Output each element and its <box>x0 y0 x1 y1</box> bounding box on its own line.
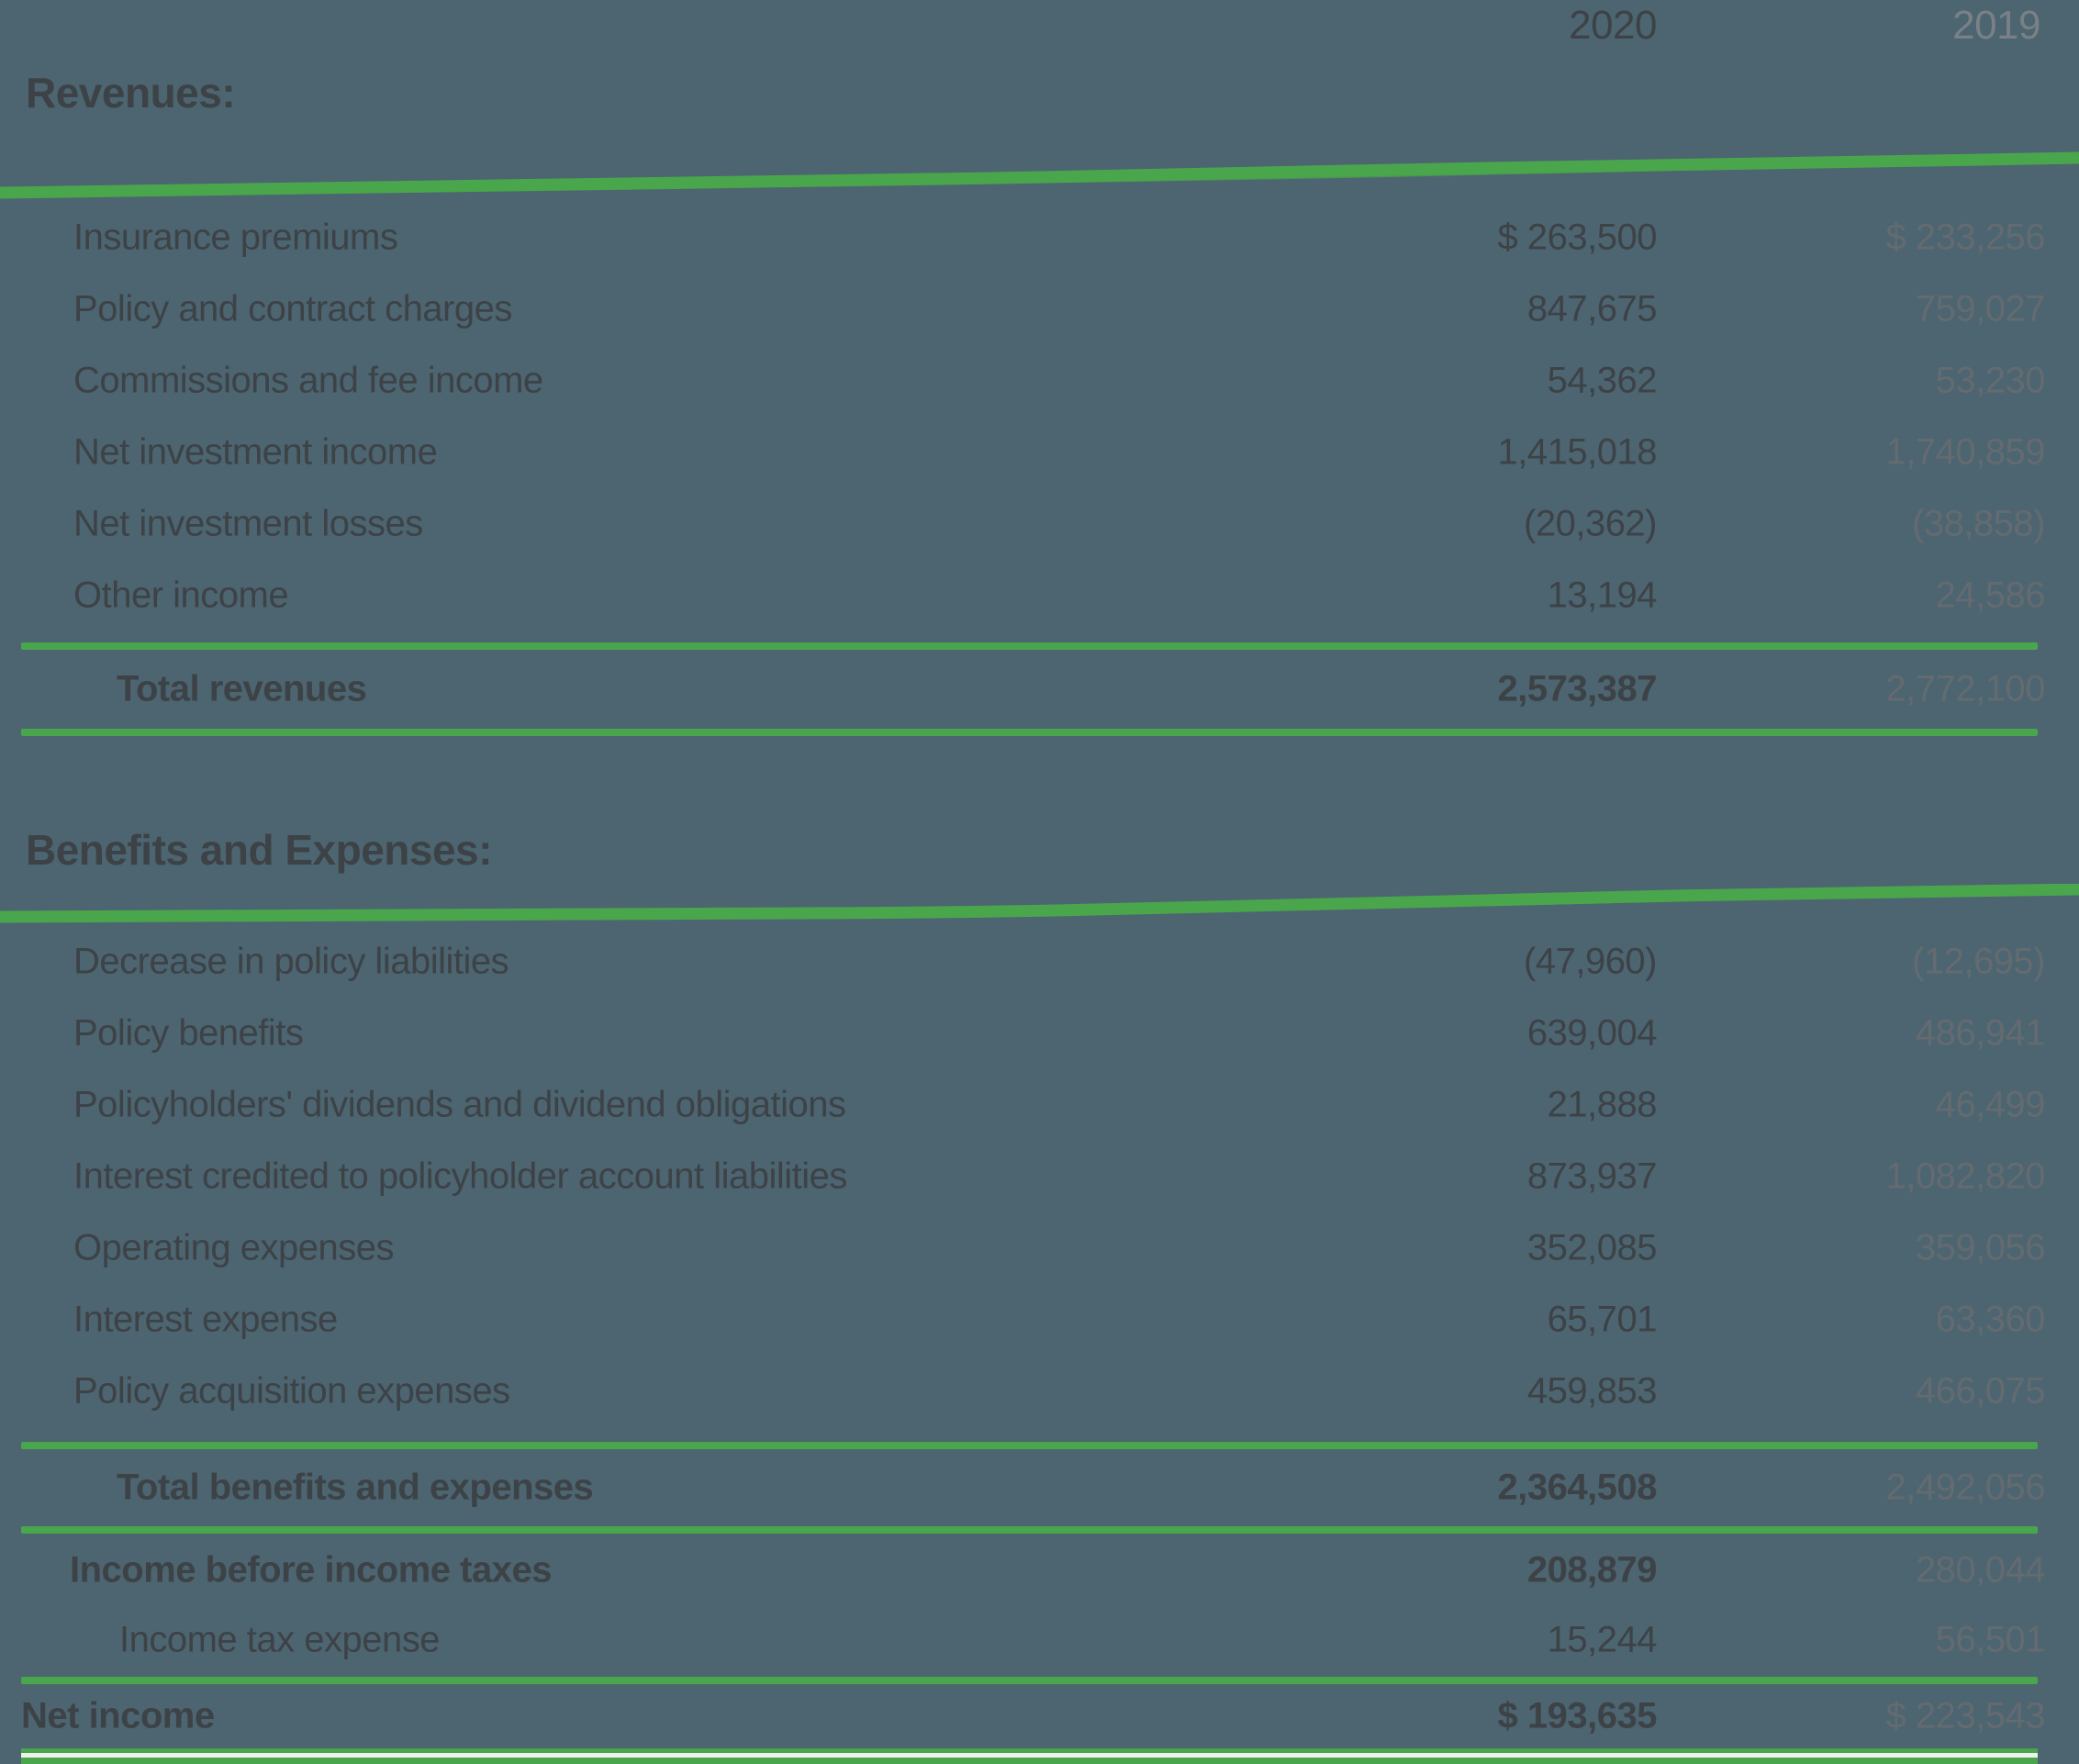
income-before-taxes-row: Income before income taxes 208,879 280,0… <box>0 1534 2079 1607</box>
value-2019: 486,941 <box>1915 1012 2046 1054</box>
row-label: Decrease in policy liabilities <box>73 941 509 982</box>
value-2020: 1,415,018 <box>1497 431 1658 473</box>
value-2019: 2,772,100 <box>1885 668 2046 709</box>
value-2020: (20,362) <box>1524 503 1657 544</box>
table-row: Operating expenses 352,085 359,056 <box>0 1212 2079 1284</box>
double-rule-top <box>21 1748 2038 1753</box>
horizontal-rule <box>21 1526 2038 1534</box>
row-label: Policyholders' dividends and dividend ob… <box>73 1084 846 1125</box>
value-2019: 759,027 <box>1915 288 2046 329</box>
brush-divider <box>0 151 2079 199</box>
value-2019: 280,044 <box>1915 1549 2046 1591</box>
value-2020: 15,244 <box>1547 1619 1658 1660</box>
row-label: Interest credited to policyholder accoun… <box>73 1156 847 1197</box>
table-row: Commissions and fee income 54,362 53,230 <box>0 345 2079 417</box>
value-2019: 1,082,820 <box>1885 1156 2046 1197</box>
table-row: Net investment income 1,415,018 1,740,85… <box>0 417 2079 488</box>
value-2020: 13,194 <box>1547 575 1658 616</box>
row-label: Operating expenses <box>73 1227 395 1268</box>
row-label: Commissions and fee income <box>73 360 543 401</box>
row-label: Policy and contract charges <box>73 288 512 329</box>
value-2019: 24,586 <box>1935 575 2046 616</box>
value-2019: 359,056 <box>1915 1227 2046 1268</box>
row-label: Total benefits and expenses <box>117 1467 594 1508</box>
column-header-2020: 2020 <box>1569 3 1657 48</box>
revenues-rows: Insurance premiums $ 263,500 $ 233,256 P… <box>0 202 2079 631</box>
value-2019: 63,360 <box>1935 1299 2046 1340</box>
value-2019: 2,492,056 <box>1885 1467 2046 1508</box>
double-rule-bottom <box>21 1758 2038 1764</box>
table-row: Interest expense 65,701 63,360 <box>0 1284 2079 1356</box>
value-2020: 208,879 <box>1526 1549 1658 1591</box>
horizontal-rule <box>21 729 2038 736</box>
value-2020: 873,937 <box>1526 1156 1658 1197</box>
value-2019: (38,858) <box>1912 503 2045 544</box>
value-2020: 54,362 <box>1547 360 1658 401</box>
table-row: Net investment losses (20,362) (38,858) <box>0 488 2079 560</box>
value-2020: 352,085 <box>1526 1227 1658 1268</box>
value-2019: $ 233,256 <box>1885 217 2046 258</box>
value-2020: 65,701 <box>1547 1299 1658 1340</box>
value-2020: 639,004 <box>1526 1012 1658 1054</box>
table-row: Policy benefits 639,004 486,941 <box>0 998 2079 1069</box>
benefits-rows: Decrease in policy liabilities (47,960) … <box>0 926 2079 1427</box>
column-header-row: 2020 2019 <box>0 0 2079 51</box>
value-2020: $ 263,500 <box>1497 217 1658 258</box>
value-2020: 2,573,387 <box>1497 668 1658 709</box>
table-row: Policy acquisition expenses 459,853 466,… <box>0 1356 2079 1427</box>
table-row: Policy and contract charges 847,675 759,… <box>0 274 2079 345</box>
row-label: Net investment income <box>73 431 438 473</box>
horizontal-rule <box>21 642 2038 650</box>
horizontal-rule <box>21 1442 2038 1449</box>
value-2020: (47,960) <box>1524 941 1657 982</box>
row-label: Interest expense <box>73 1299 338 1340</box>
horizontal-rule <box>21 1677 2038 1684</box>
value-2020: 847,675 <box>1526 288 1658 329</box>
row-label: Income before income taxes <box>70 1549 552 1591</box>
double-rule-gap <box>21 1753 2038 1758</box>
row-label: Net investment losses <box>73 503 423 544</box>
value-2019: (12,695) <box>1912 941 2045 982</box>
row-label: Other income <box>73 575 289 616</box>
value-2019: 56,501 <box>1935 1619 2046 1660</box>
income-tax-expense-row: Income tax expense 15,244 56,501 <box>0 1607 2079 1673</box>
row-label: Net income <box>21 1695 215 1736</box>
value-2020: 459,853 <box>1526 1370 1658 1412</box>
total-revenues-row: Total revenues 2,573,387 2,772,100 <box>0 650 2079 729</box>
section-heading-revenues: Revenues: <box>26 69 236 117</box>
value-2019: 46,499 <box>1935 1084 2046 1125</box>
row-label: Policy acquisition expenses <box>73 1370 510 1412</box>
row-label: Income tax expense <box>119 1619 441 1660</box>
value-2020: $ 193,635 <box>1497 1695 1658 1736</box>
row-label: Insurance premiums <box>73 217 398 258</box>
table-row: Other income 13,194 24,586 <box>0 560 2079 631</box>
value-2020: 21,888 <box>1547 1084 1658 1125</box>
table-row: Interest credited to policyholder accoun… <box>0 1141 2079 1212</box>
table-row: Decrease in policy liabilities (47,960) … <box>0 926 2079 998</box>
section-heading-benefits: Benefits and Expenses: <box>26 826 492 874</box>
brush-divider <box>0 884 2079 923</box>
value-2020: 2,364,508 <box>1497 1467 1658 1508</box>
table-row: Policyholders' dividends and dividend ob… <box>0 1069 2079 1141</box>
column-header-2019: 2019 <box>1952 3 2040 48</box>
table-row: Insurance premiums $ 263,500 $ 233,256 <box>0 202 2079 274</box>
value-2019: 1,740,859 <box>1885 431 2046 473</box>
net-income-row: Net income $ 193,635 $ 223,543 <box>0 1684 2079 1748</box>
value-2019: $ 223,543 <box>1885 1695 2046 1736</box>
value-2019: 53,230 <box>1935 360 2046 401</box>
row-label: Total revenues <box>117 668 367 709</box>
value-2019: 466,075 <box>1915 1370 2046 1412</box>
row-label: Policy benefits <box>73 1012 304 1054</box>
total-benefits-row: Total benefits and expenses 2,364,508 2,… <box>0 1449 2079 1526</box>
